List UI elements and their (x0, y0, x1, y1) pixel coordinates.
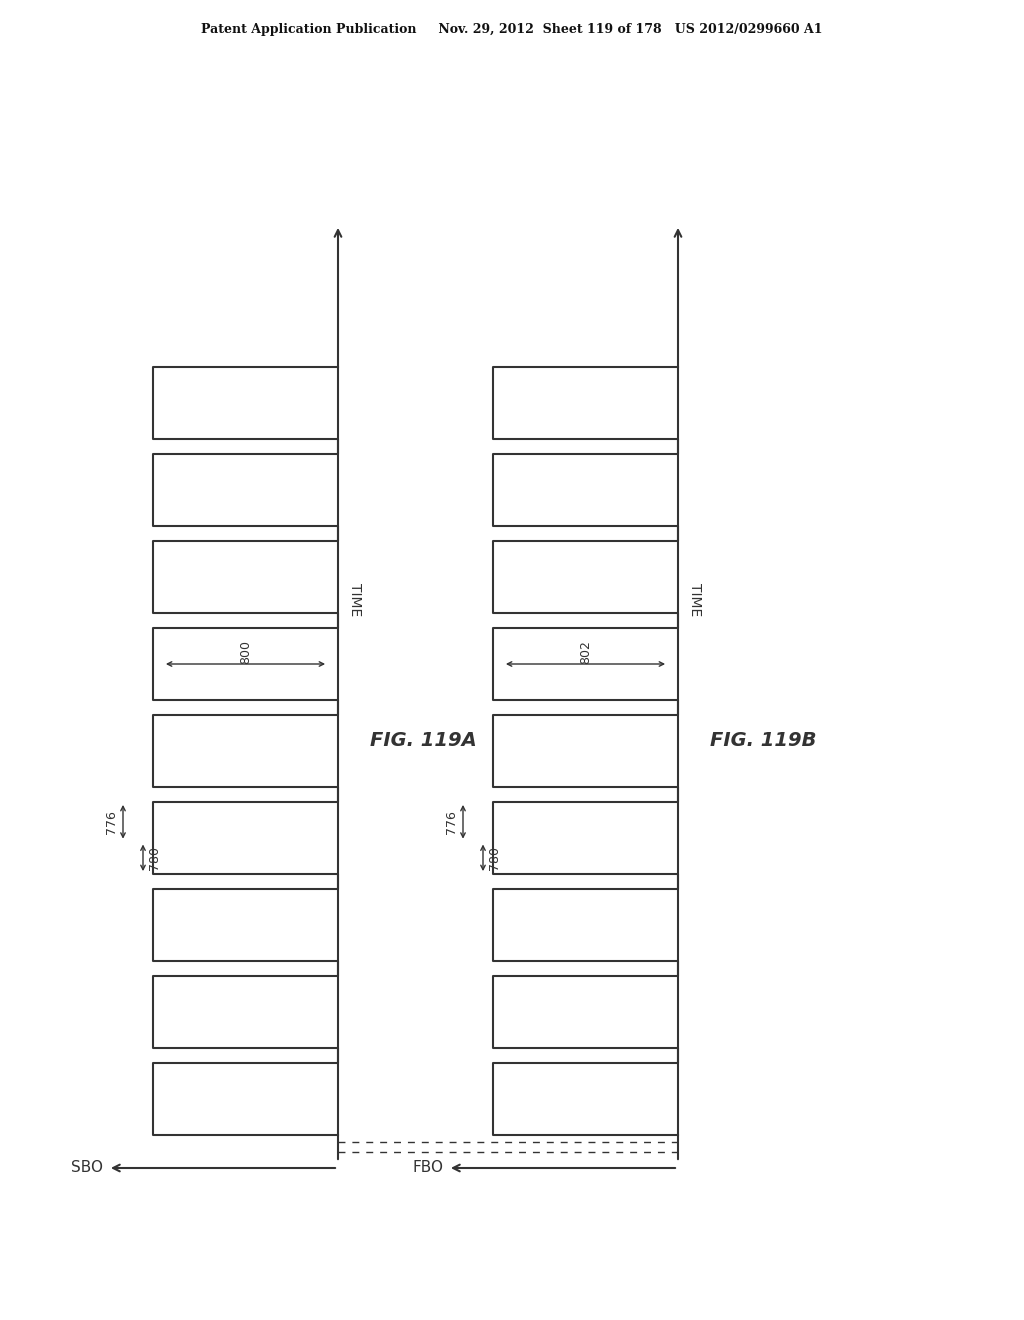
Text: 776: 776 (445, 810, 458, 834)
Text: TIME: TIME (688, 583, 702, 616)
Text: FIG. 119A: FIG. 119A (370, 730, 477, 750)
Text: Patent Application Publication     Nov. 29, 2012  Sheet 119 of 178   US 2012/029: Patent Application Publication Nov. 29, … (202, 24, 822, 37)
Text: 800: 800 (239, 640, 252, 664)
Text: TIME: TIME (348, 583, 362, 616)
Text: 776: 776 (105, 810, 118, 834)
Text: FIG. 119B: FIG. 119B (710, 730, 816, 750)
Text: SBO: SBO (71, 1160, 103, 1176)
Text: 780: 780 (488, 846, 501, 870)
Text: 780: 780 (148, 846, 161, 870)
Text: FBO: FBO (412, 1160, 443, 1176)
Text: 802: 802 (579, 640, 592, 664)
